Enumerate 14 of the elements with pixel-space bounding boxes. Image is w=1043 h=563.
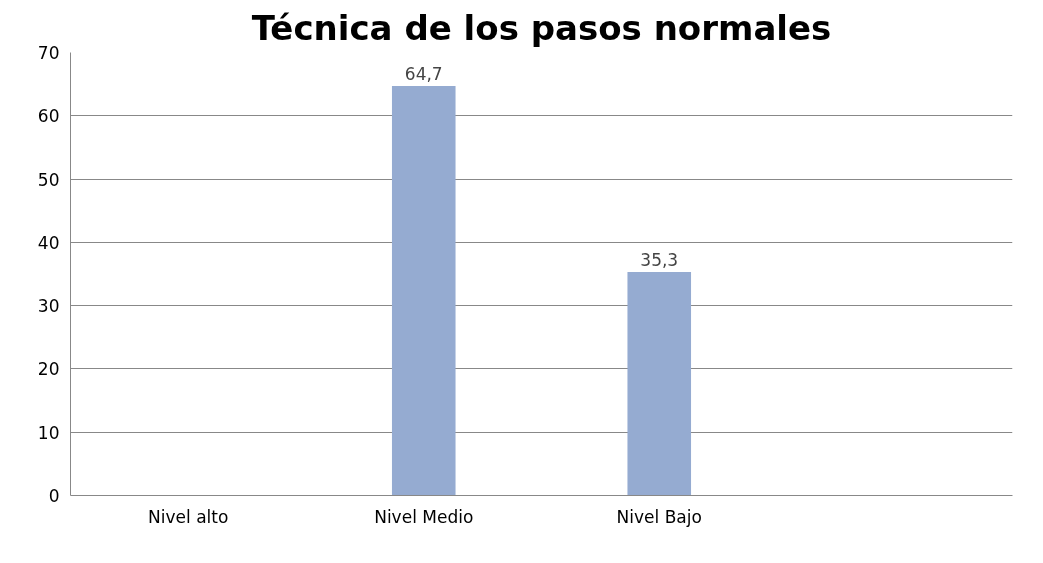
- y-tick-label: 70: [37, 43, 60, 63]
- y-tick-label: 10: [37, 422, 60, 443]
- y-tick-label: 20: [37, 359, 60, 380]
- chart-title: Técnica de los pasos normales: [251, 7, 832, 48]
- y-tick-label: 60: [37, 106, 60, 127]
- x-tick-label: Nivel alto: [148, 506, 229, 527]
- y-tick-label: 40: [37, 232, 60, 253]
- x-tick-label: Nivel Bajo: [616, 506, 702, 527]
- data-label: 35,3: [640, 250, 679, 271]
- y-tick-label: 50: [37, 169, 60, 190]
- y-tick-label: 30: [37, 296, 60, 317]
- y-tick-label: 0: [48, 486, 60, 506]
- data-label: 64,7: [404, 64, 443, 85]
- x-tick-label: Nivel Medio: [374, 506, 474, 527]
